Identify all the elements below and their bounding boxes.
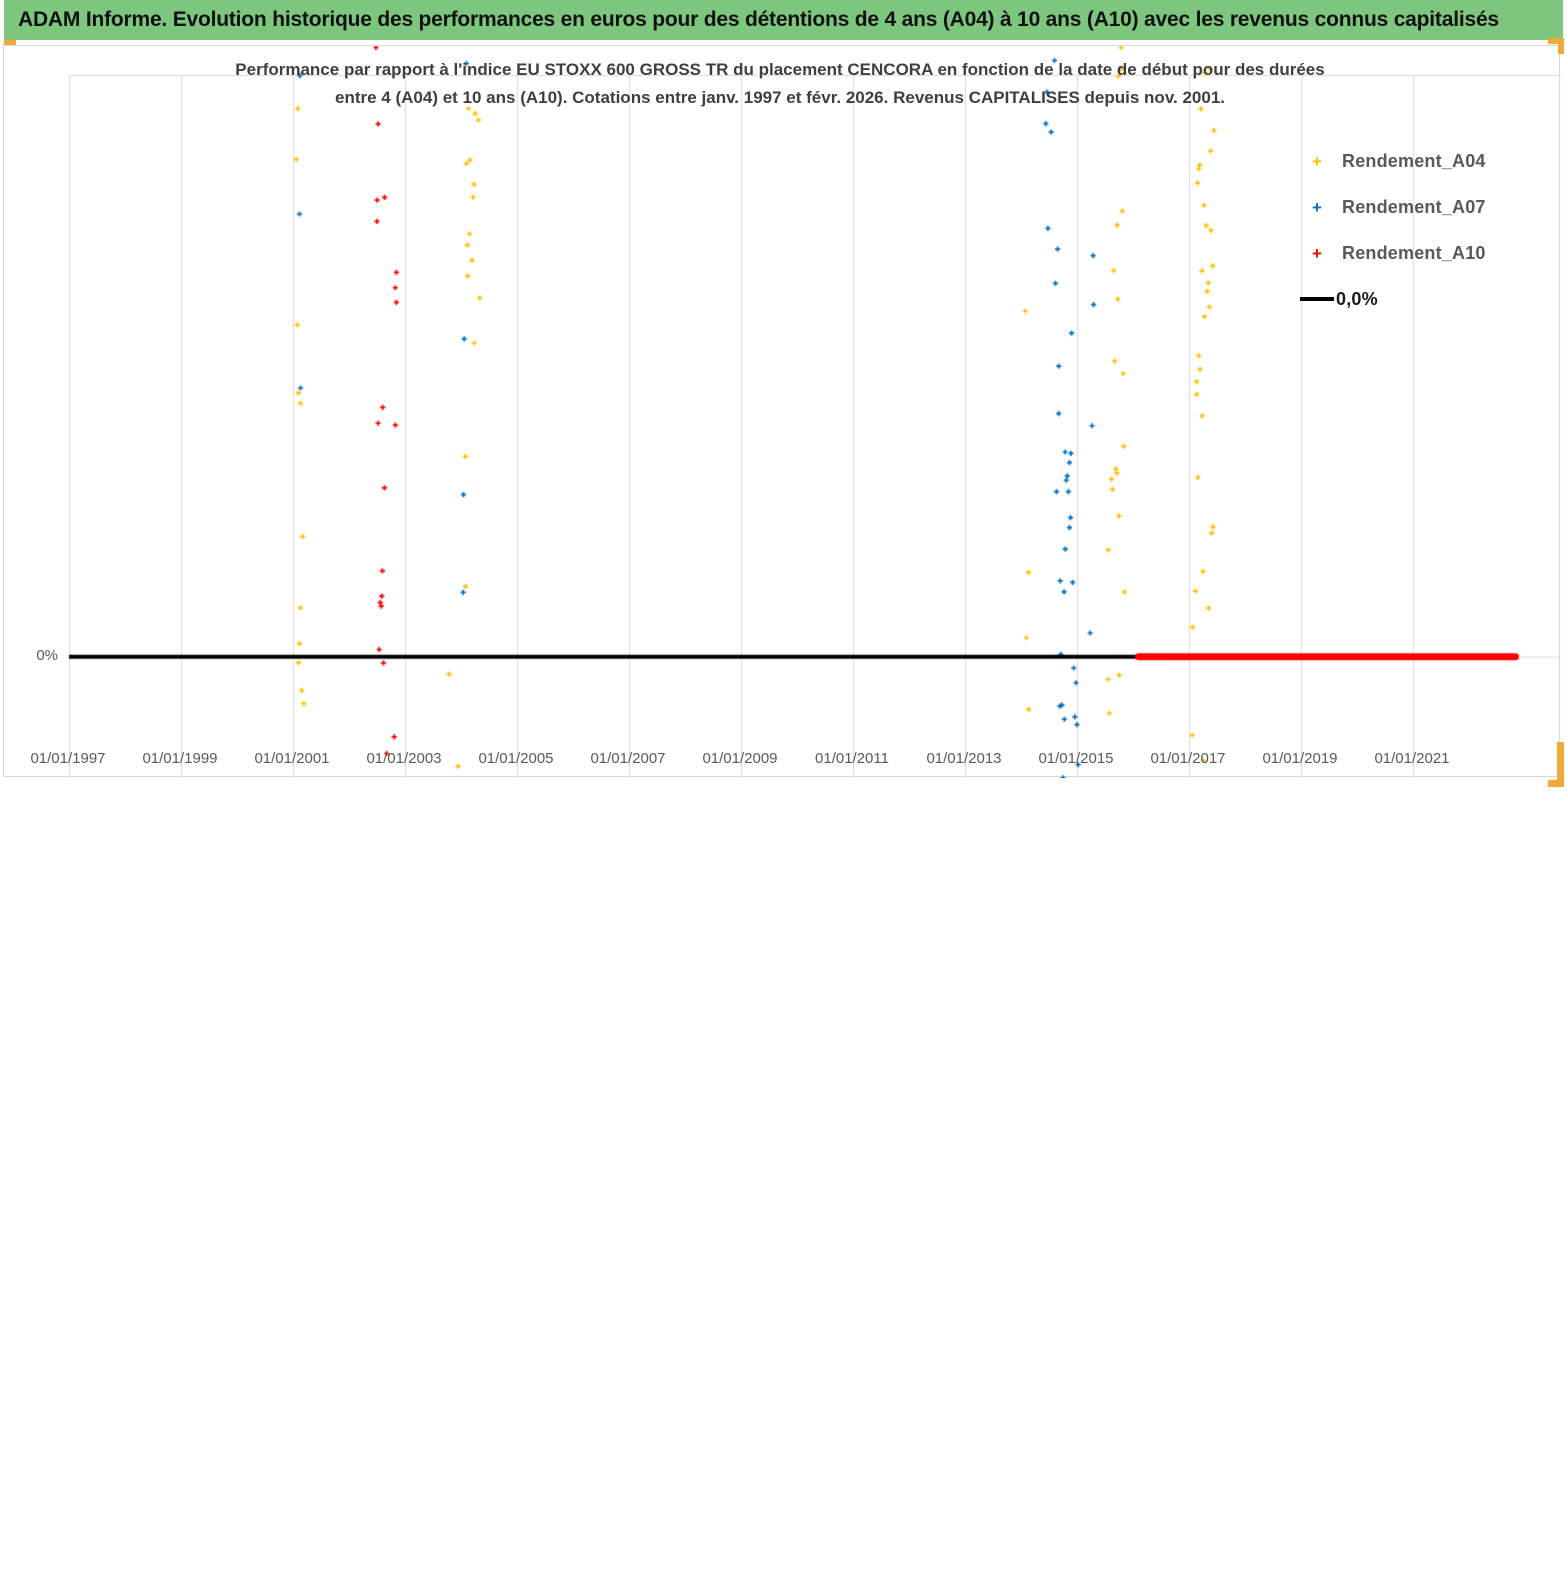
legend-item-a10[interactable]: + Rendement_A10 (1300, 230, 1486, 276)
x-tick-label: 01/01/2009 (702, 750, 778, 767)
selection-handle-top-left[interactable] (4, 40, 16, 45)
x-tick-label: 01/01/2015 (1038, 750, 1114, 767)
x-tick-label: 01/01/2013 (926, 750, 1002, 767)
x-tick-label: 01/01/2001 (254, 750, 330, 767)
plus-marker-icon: + (1312, 243, 1322, 263)
x-tick-label: 01/01/2011 (815, 750, 889, 767)
x-tick-label: 01/01/2019 (1262, 750, 1338, 767)
x-tick-label: 01/01/1999 (142, 750, 218, 767)
chart-frame[interactable] (3, 45, 1561, 778)
legend-label: Rendement_A07 (1342, 196, 1486, 217)
selection-handle-bottom-right-v[interactable] (1557, 742, 1564, 787)
plus-marker-icon: + (1312, 151, 1322, 171)
x-tick-label: 01/01/2003 (366, 750, 442, 767)
legend: + Rendement_A04 + Rendement_A07 + Rendem… (1300, 138, 1486, 322)
legend-label: 0,0% (1336, 288, 1378, 309)
selection-handle-top-right[interactable] (1548, 38, 1564, 44)
y-tick-label: 0% (36, 646, 58, 664)
chart-title-line1: Performance par rapport à l'indice EU ST… (235, 60, 1325, 79)
chart-title-line2: entre 4 (A04) et 10 ans (A10). Cotations… (335, 88, 1225, 107)
page-title: ADAM Informe. Evolution historique des p… (18, 8, 1499, 31)
legend-label: Rendement_A04 (1342, 150, 1486, 171)
selection-handle-bottom-right[interactable] (1548, 780, 1564, 787)
x-tick-label: 01/01/2017 (1150, 750, 1226, 767)
legend-item-zero-line[interactable]: 0,0% (1300, 276, 1486, 322)
zero-line-swatch-icon (1300, 297, 1334, 301)
plus-marker-icon: + (1312, 197, 1322, 217)
legend-item-a04[interactable]: + Rendement_A04 (1300, 138, 1486, 184)
legend-label: Rendement_A10 (1342, 242, 1486, 263)
legend-item-a07[interactable]: + Rendement_A07 (1300, 184, 1486, 230)
plot-area[interactable] (4, 46, 1561, 778)
header-bar: ADAM Informe. Evolution historique des p… (4, 0, 1563, 40)
x-tick-label: 01/01/1997 (30, 750, 106, 767)
x-tick-label: 01/01/2021 (1374, 750, 1450, 767)
x-tick-label: 01/01/2005 (478, 750, 554, 767)
x-tick-label: 01/01/2007 (590, 750, 666, 767)
selection-handle-top-right-v[interactable] (1558, 38, 1564, 54)
